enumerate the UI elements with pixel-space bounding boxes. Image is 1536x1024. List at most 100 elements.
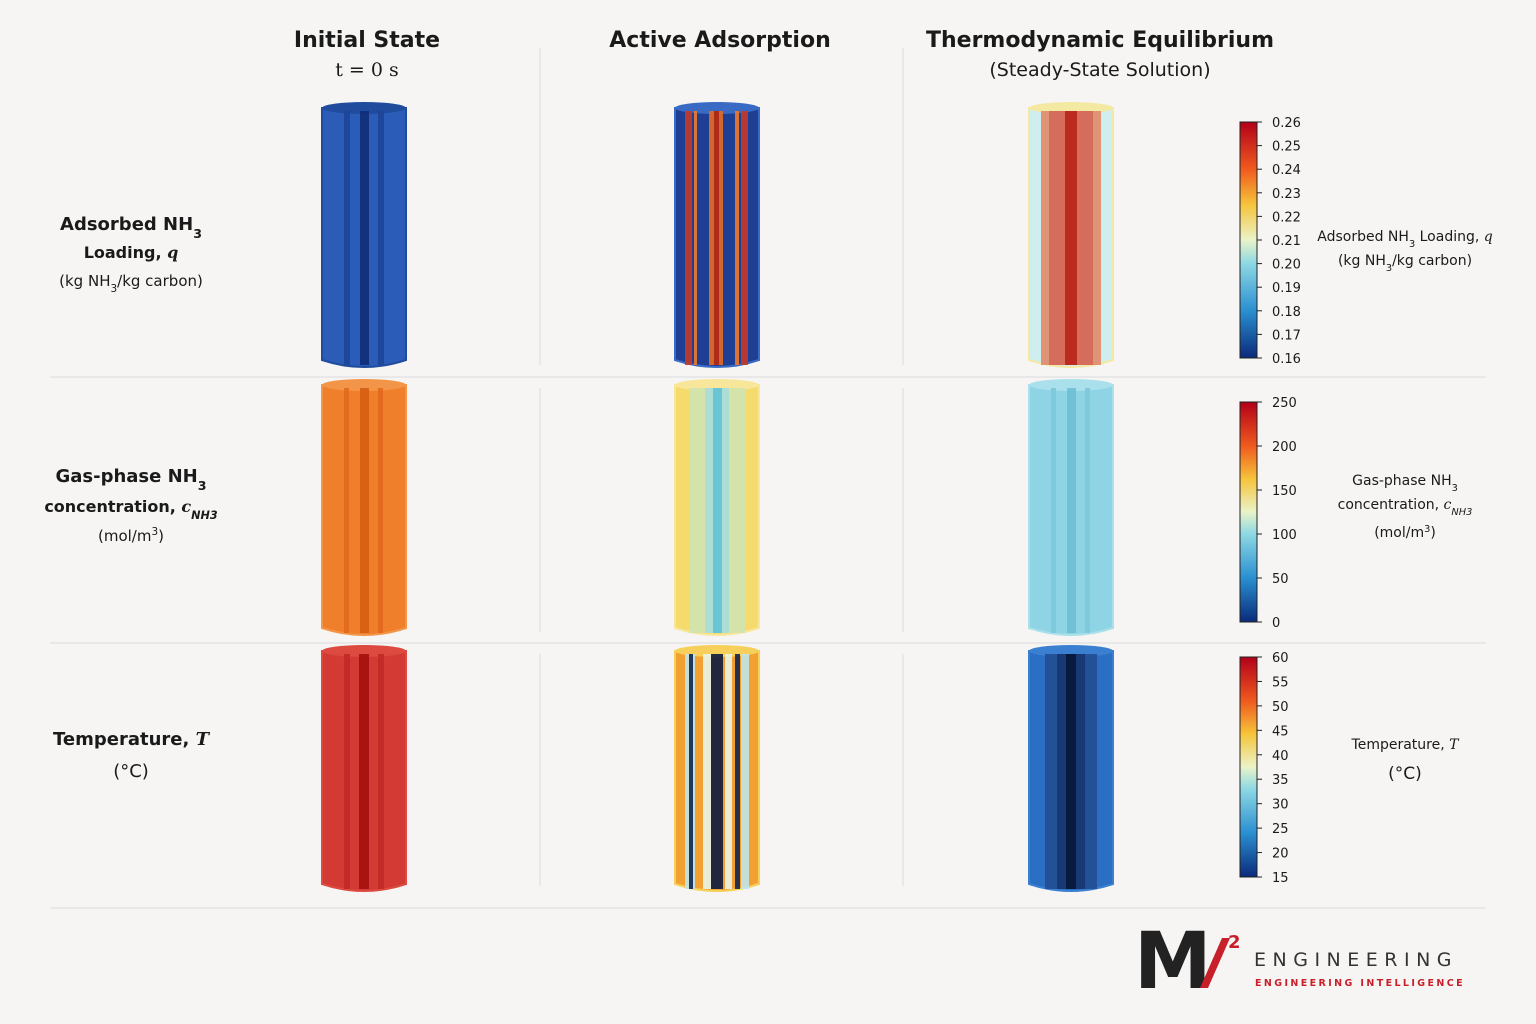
cylinder-channel — [711, 654, 723, 889]
colorbar-label: 20 — [1272, 847, 1289, 862]
column-subtitle: t = 0 s — [335, 59, 399, 81]
cylinder-top — [1029, 379, 1113, 391]
column-title: Initial State — [294, 28, 440, 53]
cylinder-channel — [703, 654, 711, 889]
cylinder-channel — [741, 654, 749, 889]
text-run: concentration, — [44, 497, 181, 516]
cylinder-channel — [714, 111, 719, 365]
colorbar-label: 0.18 — [1272, 305, 1301, 320]
text-run: c — [181, 497, 191, 516]
side-label: concentration, cNH3 — [1338, 497, 1473, 518]
logo-mark: M — [1134, 917, 1212, 1007]
side-units: (kg NH3/kg carbon) — [1338, 253, 1472, 274]
side-units: (°C) — [1388, 764, 1422, 784]
cylinder-channel — [713, 388, 722, 633]
colorbar-label: 25 — [1272, 822, 1289, 837]
text-run: NH3 — [191, 509, 218, 522]
cylinder-channel — [378, 654, 384, 889]
logo-tagline: ENGINEERING INTELLIGENCE — [1255, 978, 1465, 989]
text-run: Gas-phase NH — [1352, 473, 1451, 489]
text-run: 3 — [1409, 239, 1415, 250]
cylinder — [674, 379, 760, 636]
colorbar-label: 55 — [1272, 675, 1289, 690]
colorbar-label: 250 — [1272, 396, 1297, 411]
logo-slash — [1200, 938, 1230, 988]
text-run: (°C) — [113, 761, 149, 782]
cylinder-channel — [1085, 388, 1090, 633]
cylinder-channel — [735, 654, 740, 889]
cylinder-top — [322, 102, 406, 114]
cylinder — [1028, 379, 1114, 636]
cylinder-channel — [694, 111, 697, 365]
side-label: Adsorbed NH3 Loading, q — [1317, 229, 1493, 250]
colorbar-label: 0.22 — [1272, 210, 1301, 225]
text-run: Loading, — [1415, 229, 1484, 245]
cylinder-channel — [344, 111, 350, 365]
cylinder-channel — [741, 111, 748, 365]
row-label: Gas-phase NH3 — [55, 466, 206, 493]
colorbar-label: 0.17 — [1272, 328, 1301, 343]
colorbar-label: 50 — [1272, 700, 1289, 715]
side-units: (mol/m3) — [1374, 524, 1436, 542]
colorbar — [1239, 121, 1258, 359]
side-label: Gas-phase NH3 — [1352, 473, 1458, 494]
text-run: 3 — [1424, 524, 1430, 535]
colorbar-label: 150 — [1272, 484, 1297, 499]
text-run: 3 — [1452, 483, 1458, 494]
cylinder — [321, 379, 407, 636]
cylinder-channel — [378, 111, 384, 365]
row-units: (mol/m3) — [98, 526, 164, 545]
cylinder-channel — [344, 388, 349, 633]
colorbar-label: 45 — [1272, 724, 1289, 739]
logo-name: ENGINEERING — [1254, 949, 1458, 971]
cylinder-channel — [1065, 111, 1077, 365]
row-units: (kg NH3/kg carbon) — [59, 272, 203, 295]
text-run: 3 — [151, 526, 158, 538]
row-label: concentration, cNH3 — [44, 497, 218, 522]
colorbar-label: 0.20 — [1272, 258, 1301, 273]
row-label: Loading, q — [84, 243, 179, 262]
colorbar-label: 60 — [1272, 651, 1289, 666]
text-run: T — [196, 729, 211, 750]
text-run: (°C) — [1388, 764, 1422, 784]
cylinder-channel — [689, 654, 693, 889]
text-run: 3 — [1386, 263, 1392, 274]
colorbar-label: 0 — [1272, 616, 1280, 631]
text-run: Gas-phase NH — [55, 466, 197, 487]
cylinder-channel — [359, 654, 369, 889]
text-run: ) — [1430, 525, 1435, 541]
cylinder-channel — [1067, 388, 1076, 633]
cylinder — [321, 645, 407, 892]
text-run: Temperature, — [1351, 737, 1450, 753]
cylinder-top — [322, 379, 406, 391]
colorbar-label: 0.26 — [1272, 116, 1301, 131]
cylinder-channel — [685, 111, 692, 365]
text-run: c — [1444, 497, 1452, 513]
side-label: Temperature, T — [1351, 737, 1461, 753]
text-run: Loading, — [84, 243, 167, 262]
cylinder — [321, 102, 407, 368]
column-title: Thermodynamic Equilibrium — [926, 28, 1274, 53]
row-units: (°C) — [113, 761, 149, 782]
colorbar-label: 0.24 — [1272, 163, 1301, 178]
text-run: (kg NH — [1338, 253, 1386, 269]
text-run: ) — [158, 527, 164, 545]
text-run: 3 — [110, 283, 117, 295]
column-subtitle: (Steady-State Solution) — [989, 59, 1210, 81]
colorbar-label: 40 — [1272, 749, 1289, 764]
colorbar-label: 30 — [1272, 798, 1289, 813]
text-run: (kg NH — [59, 272, 110, 290]
colorbar-label: 200 — [1272, 440, 1297, 455]
cylinder-channel — [1066, 654, 1076, 889]
text-run: (mol/m — [98, 527, 151, 545]
colorbar — [1239, 656, 1258, 878]
cylinder — [1028, 102, 1114, 368]
row-label: Temperature, T — [53, 729, 211, 750]
colorbar — [1239, 401, 1258, 623]
column-title: Active Adsorption — [609, 28, 830, 53]
text-run: 3 — [193, 226, 202, 241]
colorbar-label: 0.21 — [1272, 234, 1301, 249]
text-run: Adsorbed NH — [60, 214, 193, 235]
